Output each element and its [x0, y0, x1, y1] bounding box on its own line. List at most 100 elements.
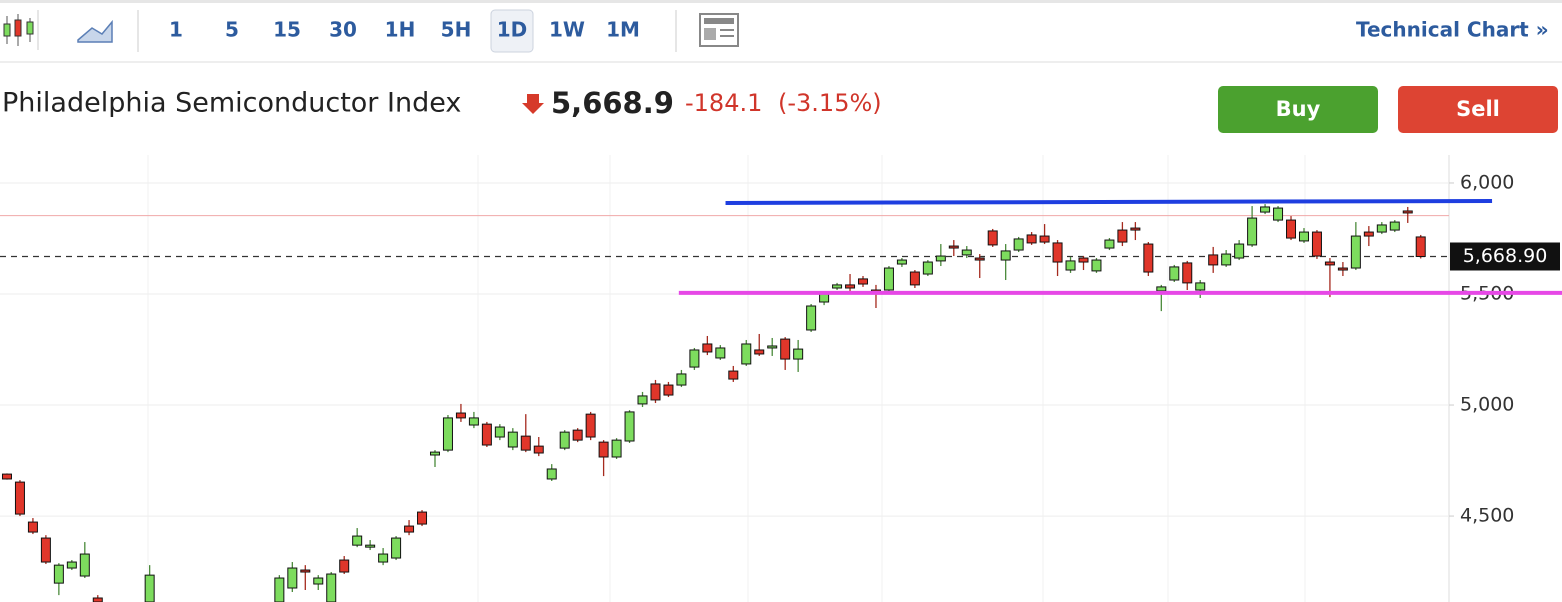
candle-body — [1104, 239, 1115, 249]
technical-chart-link[interactable]: Technical Chart » — [1356, 18, 1549, 42]
candle-body — [1000, 250, 1011, 261]
candle-body — [494, 426, 505, 438]
candle-body — [1415, 236, 1426, 258]
candle-body — [1, 473, 12, 480]
candle-body — [1182, 262, 1193, 284]
candle-body — [1350, 235, 1361, 269]
candle-body — [417, 511, 428, 525]
candle-body — [702, 343, 713, 353]
last-price-label: 5,668.90 — [1463, 245, 1548, 267]
candle-body — [53, 564, 64, 584]
candle-body — [1260, 206, 1271, 213]
candle-body — [520, 435, 531, 451]
candle-body — [1026, 234, 1037, 244]
candle-body — [313, 577, 324, 585]
trend-line — [725, 198, 1493, 205]
candle-body — [1221, 253, 1232, 266]
candle-body — [1273, 207, 1284, 221]
candle-body — [352, 535, 363, 546]
candle-body — [1402, 210, 1413, 214]
candle-body — [728, 370, 739, 380]
candle-body — [598, 441, 609, 458]
candle-body — [533, 445, 544, 454]
candle-body — [40, 537, 51, 563]
interval-button[interactable]: 5H — [441, 18, 472, 42]
candle-body — [1195, 282, 1206, 291]
candle-body — [611, 439, 622, 458]
candle-body — [1337, 267, 1348, 271]
candle-body — [572, 429, 583, 441]
candle-body — [1091, 259, 1102, 272]
top-border — [0, 0, 1562, 3]
candle-body — [948, 245, 959, 249]
candle-body — [585, 413, 596, 438]
sell-label[interactable]: Sell — [1456, 97, 1500, 121]
down-arrow — [522, 94, 544, 114]
candle-body — [300, 569, 311, 573]
candle-body — [274, 577, 285, 602]
interval-button[interactable]: 1M — [606, 18, 640, 42]
candle-body — [832, 284, 843, 289]
candle-body — [909, 271, 920, 286]
candle-body — [365, 544, 376, 548]
interval-button[interactable]: 30 — [329, 18, 357, 42]
candle-body — [767, 345, 778, 349]
candle-body — [624, 411, 635, 442]
candle-body — [676, 373, 687, 386]
candle-body — [391, 537, 402, 559]
y-tick-label: 6,000 — [1460, 171, 1514, 193]
candle-body — [935, 255, 946, 262]
instrument-title: Philadelphia Semiconductor Index — [2, 88, 461, 119]
candle-body — [637, 395, 648, 405]
interval-button[interactable]: 1W — [549, 18, 585, 42]
candle-icon[interactable] — [3, 10, 39, 50]
candle-body — [896, 259, 907, 265]
candle-body — [287, 567, 298, 589]
last-price-box — [1450, 242, 1560, 271]
selected-interval-box — [490, 9, 534, 53]
candle-body — [1117, 229, 1128, 243]
candle-body — [559, 431, 570, 449]
date-grid — [147, 155, 1306, 602]
candle-body — [1169, 266, 1180, 281]
layout-icon[interactable] — [699, 13, 739, 47]
interval-button[interactable]: 5 — [225, 18, 239, 42]
candle-body — [1143, 243, 1154, 273]
candle-body — [1130, 227, 1141, 231]
change-percent: (-3.15%) — [778, 89, 882, 117]
candle-body — [429, 451, 440, 456]
candle-body — [974, 257, 985, 261]
candle-body — [715, 347, 726, 359]
candle-body — [14, 481, 25, 515]
candle-body — [1208, 254, 1219, 266]
interval-button[interactable]: 1 — [169, 18, 183, 42]
candle-body — [66, 561, 77, 569]
candle-body — [689, 349, 700, 368]
candle-body — [754, 349, 765, 355]
y-tick-label: 4,500 — [1460, 505, 1514, 527]
line-icon[interactable] — [77, 19, 113, 43]
candle-body — [455, 412, 466, 419]
interval-button[interactable]: 15 — [273, 18, 301, 42]
interval-button[interactable]: 1D — [497, 18, 528, 42]
candle-body — [1389, 221, 1400, 231]
candle-body — [1311, 231, 1322, 257]
candle-body — [845, 284, 856, 289]
candle-body — [858, 278, 869, 285]
candle-body — [468, 417, 479, 426]
buy-label[interactable]: Buy — [1276, 97, 1321, 121]
candle-body — [404, 525, 415, 533]
candle-body — [92, 597, 103, 602]
candle-body — [27, 521, 38, 533]
candle-body — [481, 423, 492, 446]
interval-button[interactable]: 1H — [385, 18, 416, 42]
change: -184.1 — [685, 89, 762, 117]
candle-body — [442, 417, 453, 451]
candle-body — [79, 553, 90, 577]
candle-body — [1039, 235, 1050, 243]
sell-button[interactable]: Sell — [1398, 86, 1558, 133]
buy-button[interactable]: Buy — [1218, 86, 1378, 133]
candle-body — [1013, 238, 1024, 251]
candle-body — [883, 267, 894, 291]
